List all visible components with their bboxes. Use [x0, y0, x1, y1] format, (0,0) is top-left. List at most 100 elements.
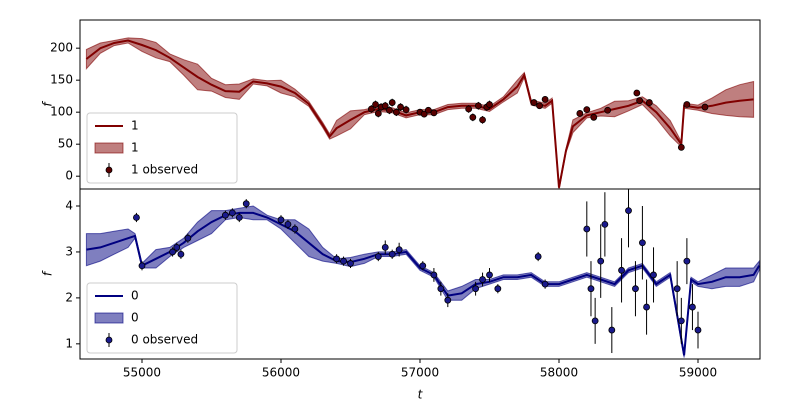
x-axis-label: t — [418, 388, 424, 400]
observed-point — [479, 116, 486, 124]
observed-point — [386, 106, 393, 114]
observed-point — [388, 250, 396, 258]
y-tick-label: 100 — [50, 105, 73, 119]
legend-point-swatch — [105, 166, 113, 174]
observed-point — [333, 255, 340, 263]
y-tick-label: 50 — [58, 137, 73, 151]
observed-point — [625, 207, 632, 214]
observed-point — [650, 271, 657, 279]
observed-point — [444, 296, 452, 304]
observed-point — [645, 99, 653, 106]
observed-point — [590, 113, 598, 121]
observed-point — [291, 225, 299, 233]
observed-point — [177, 250, 185, 258]
observed-point — [474, 102, 482, 110]
y-tick-label: 200 — [50, 41, 73, 55]
observed-point — [430, 271, 438, 279]
observed-point — [694, 326, 702, 334]
observed-point — [601, 220, 609, 228]
plot-area — [85, 189, 760, 358]
legend: 0 0 0 observed — [86, 282, 238, 354]
observed-point — [340, 257, 347, 265]
observed-point — [381, 243, 389, 251]
observed-point — [541, 280, 549, 288]
observed-point — [591, 317, 599, 325]
y-tick-label: 150 — [50, 73, 73, 87]
legend-band-swatch — [94, 312, 124, 324]
observed-point — [479, 276, 486, 283]
y-axis-label: f — [41, 270, 55, 276]
observed-point — [221, 211, 229, 219]
observed-point — [494, 285, 502, 293]
legend: 1 1 1 observed — [86, 112, 238, 184]
observed-point — [284, 220, 292, 228]
observed-point — [347, 260, 354, 267]
observed-point — [420, 110, 428, 118]
observed-point — [534, 253, 542, 260]
x-tick-label: 58000 — [540, 366, 578, 380]
observed-point — [133, 214, 140, 221]
observed-point — [235, 214, 243, 221]
observed-point — [374, 253, 382, 260]
observed-point — [242, 200, 250, 208]
observed-point — [367, 105, 375, 113]
legend-label: 0 — [131, 289, 139, 303]
observed-point — [392, 108, 400, 116]
y-axis-label: f — [41, 101, 55, 107]
observed-point — [397, 103, 404, 111]
observed-point — [587, 285, 595, 293]
observed-point — [469, 113, 477, 121]
observed-point — [402, 106, 410, 114]
y-tick-label: 4 — [65, 199, 73, 213]
x-tick-label: 59000 — [679, 366, 717, 380]
observed-point — [138, 262, 146, 270]
observed-point — [677, 143, 685, 151]
legend-label: 1 observed — [131, 163, 198, 177]
mean-line — [85, 39, 754, 188]
x-tick-label: 55000 — [123, 366, 161, 380]
observed-point — [633, 89, 641, 97]
observed-point — [169, 248, 176, 256]
observed-point — [639, 239, 646, 247]
observed-point — [372, 101, 379, 108]
observed-point — [618, 266, 625, 274]
observed-point — [173, 243, 181, 251]
observed-point — [388, 99, 396, 106]
legend-label: 0 observed — [131, 333, 198, 347]
observed-point — [636, 97, 644, 105]
legend-label: 0 — [131, 311, 139, 325]
observed-point — [465, 105, 473, 113]
legend-band-swatch — [94, 142, 124, 154]
y-tick-label: 2 — [65, 290, 73, 304]
observed-point — [597, 257, 605, 265]
observed-point — [689, 303, 696, 311]
observed-point — [541, 95, 549, 103]
legend-label: 1 — [131, 119, 139, 133]
observed-point — [683, 101, 691, 108]
observed-point — [583, 225, 591, 233]
legend-box — [86, 112, 238, 184]
observed-point — [701, 103, 709, 111]
legend-point-swatch — [105, 336, 113, 344]
observed-point — [683, 257, 691, 265]
legend-box — [86, 282, 238, 354]
observed-point — [576, 110, 584, 117]
observed-point — [604, 106, 612, 114]
observed-point — [643, 303, 650, 311]
observed-point — [486, 101, 493, 108]
observed-point — [437, 285, 445, 293]
observed-point — [472, 285, 480, 293]
y-tick-label: 0 — [65, 169, 73, 183]
observed-point — [608, 326, 616, 334]
observed-point — [374, 110, 382, 117]
observed-point — [486, 271, 493, 279]
observed-point — [530, 99, 538, 106]
observed-point — [419, 262, 427, 270]
observed-point — [228, 209, 236, 217]
y-tick-label: 3 — [65, 244, 73, 258]
confidence-band — [85, 205, 760, 358]
plot-area — [85, 37, 755, 189]
observed-point — [381, 102, 389, 110]
observed-point — [430, 109, 438, 117]
